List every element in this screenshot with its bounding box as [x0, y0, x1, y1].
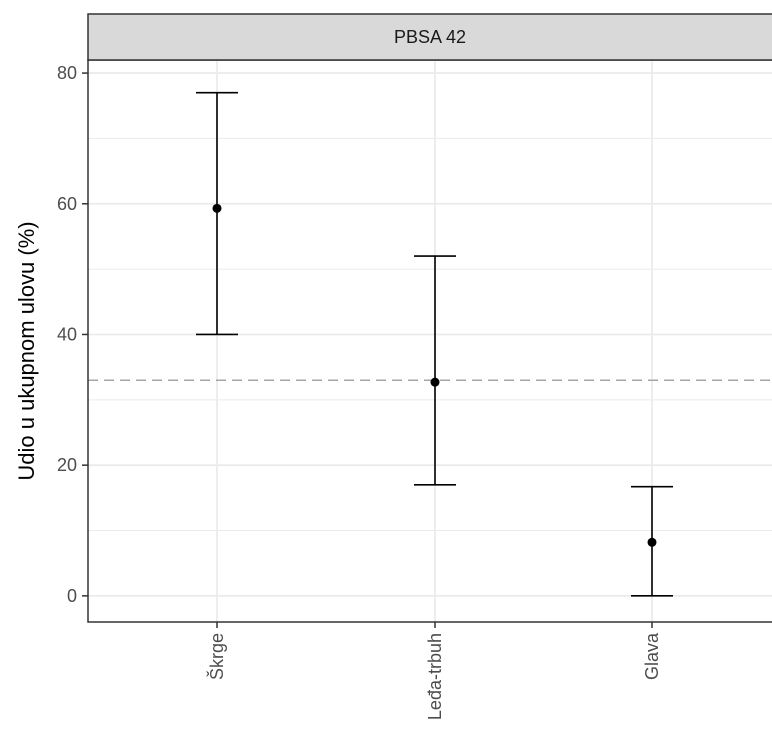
data-point: [212, 203, 222, 213]
y-axis-title: Udio u ukupnom ulovu (%): [14, 221, 39, 480]
facet-strip: [87, 13, 772, 61]
x-tick-label: Glava: [642, 632, 662, 680]
x-axis: Škrge Leđa-trbuh Glava: [206, 622, 662, 720]
y-tick-label: 80: [57, 63, 77, 83]
x-tick-label: Škrge: [206, 633, 227, 680]
panel-border: [87, 59, 772, 623]
y-tick-label: 60: [57, 194, 77, 214]
y-tick-label: 40: [57, 324, 77, 344]
data-point: [647, 537, 657, 547]
y-tick-label: 0: [67, 586, 77, 606]
data-point: [430, 377, 440, 387]
y-axis: 0 20 40 60 80: [57, 63, 88, 606]
y-tick-label: 20: [57, 455, 77, 475]
facet-strip-title: PBSA 42: [394, 27, 466, 47]
x-tick-label: Leđa-trbuh: [425, 633, 445, 720]
data-marks: [196, 91, 673, 597]
grid-lines: [88, 60, 772, 622]
